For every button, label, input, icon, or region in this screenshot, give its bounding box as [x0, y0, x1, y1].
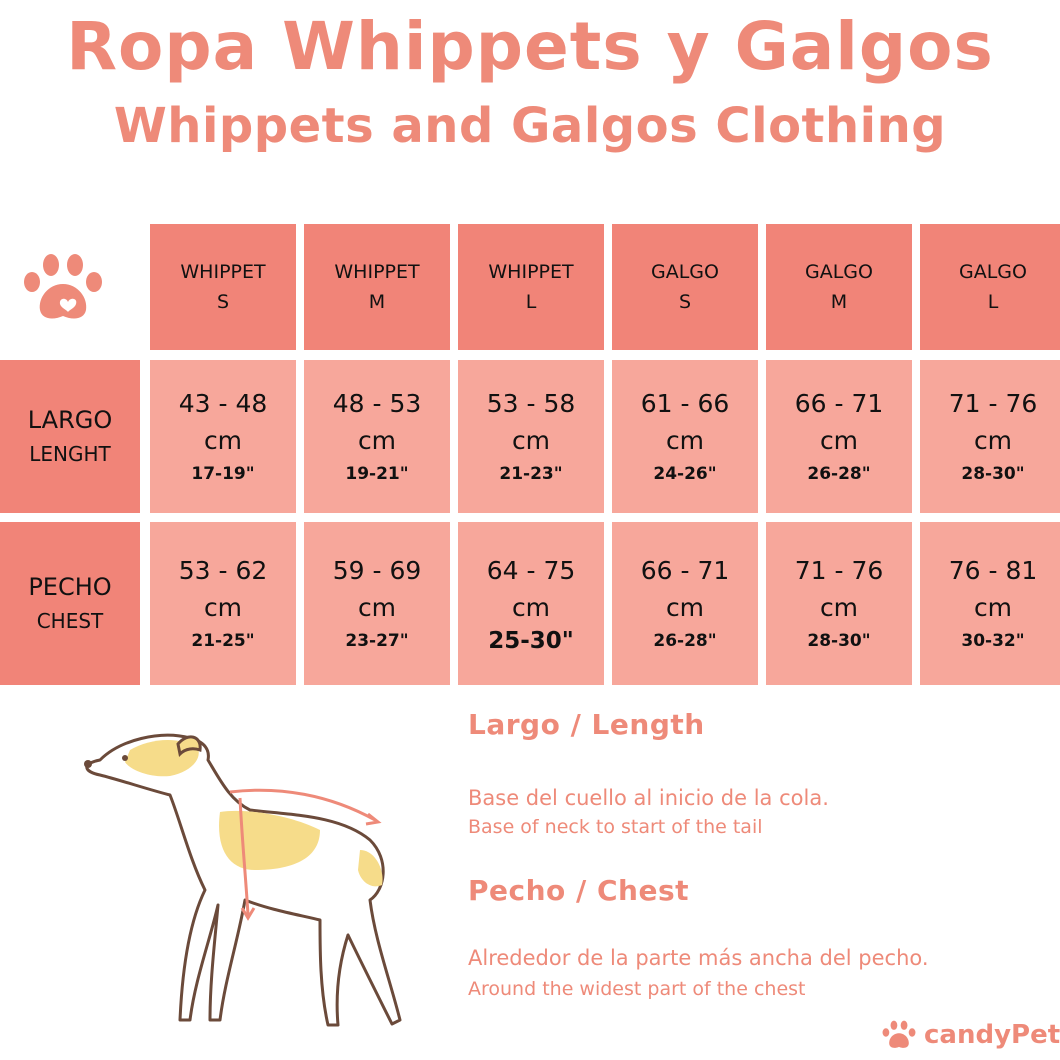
measurement-cell: 66 - 71 cm 26-28"	[766, 360, 912, 513]
size-header-cell: GALGO S	[612, 224, 758, 350]
measurement-cell: 53 - 58 cm 21-23"	[458, 360, 604, 513]
inch-range: 17-19"	[191, 463, 255, 484]
inch-range: 26-28"	[807, 463, 871, 484]
cm-unit: cm	[511, 425, 551, 455]
cm-range: 53 - 58	[486, 388, 576, 418]
measurement-cell: 61 - 66 cm 24-26"	[612, 360, 758, 513]
breed-label: GALGO	[805, 261, 873, 283]
size-label: M	[368, 291, 386, 313]
inch-range: 24-26"	[653, 463, 717, 484]
size-header-cell: GALGO L	[920, 224, 1060, 350]
row-label: PECHO CHEST	[0, 522, 140, 685]
inch-range: 26-28"	[653, 630, 717, 651]
inch-range: 23-27"	[345, 630, 409, 651]
cm-range: 66 - 71	[794, 388, 884, 418]
cm-range: 66 - 71	[640, 555, 730, 585]
cm-range: 53 - 62	[178, 555, 268, 585]
size-header-cell: GALGO M	[766, 224, 912, 350]
cm-range: 76 - 81	[948, 555, 1038, 585]
measurement-cell: 76 - 81 cm 30-32"	[920, 522, 1060, 685]
cm-unit: cm	[665, 425, 705, 455]
measurement-cell: 59 - 69 cm 23-27"	[304, 522, 450, 685]
inch-range: 30-32"	[961, 630, 1025, 651]
measurement-cell: 71 - 76 cm 28-30"	[920, 360, 1060, 513]
breed-label: GALGO	[651, 261, 719, 283]
cm-range: 59 - 69	[332, 555, 422, 585]
cm-range: 64 - 75	[486, 555, 576, 585]
cm-unit: cm	[973, 592, 1013, 622]
inch-range: 21-25"	[191, 630, 255, 651]
size-header-cell: WHIPPET S	[150, 224, 296, 350]
cm-range: 43 - 48	[178, 388, 268, 418]
cm-range: 71 - 76	[948, 388, 1038, 418]
measurement-cell: 66 - 71 cm 26-28"	[612, 522, 758, 685]
cm-range: 71 - 76	[794, 555, 884, 585]
breed-label: GALGO	[959, 261, 1027, 283]
breed-label: WHIPPET	[488, 261, 574, 283]
cm-range: 48 - 53	[332, 388, 422, 418]
row-label-en: LENGHT	[29, 441, 111, 466]
title-spanish: Ropa Whippets y Galgos	[66, 8, 994, 85]
cm-unit: cm	[357, 425, 397, 455]
inch-range: 28-30"	[807, 630, 871, 651]
breed-label: WHIPPET	[180, 261, 266, 283]
cm-unit: cm	[819, 592, 859, 622]
chest-desc-es: Alrededor de la parte más ancha del pech…	[468, 946, 929, 970]
breed-label: WHIPPET	[334, 261, 420, 283]
measurement-cell: 71 - 76 cm 28-30"	[766, 522, 912, 685]
row-label-en: CHEST	[36, 608, 104, 633]
brand-name: candyPet	[924, 1020, 1060, 1050]
size-label: S	[216, 291, 230, 313]
paw-icon	[24, 254, 102, 319]
title-english: Whippets and Galgos Clothing	[113, 98, 947, 154]
size-label: L	[987, 291, 999, 313]
inch-range: 25-30"	[488, 627, 574, 654]
cm-unit: cm	[357, 592, 397, 622]
dog-illustration	[84, 733, 402, 1027]
size-label: M	[830, 291, 848, 313]
inch-range: 19-21"	[345, 463, 409, 484]
length-desc-en: Base of neck to start of the tail	[468, 816, 763, 838]
cm-unit: cm	[665, 592, 705, 622]
cm-unit: cm	[819, 425, 859, 455]
measurement-cell: 64 - 75 cm 25-30"	[458, 522, 604, 685]
measurement-cell: 48 - 53 cm 19-21"	[304, 360, 450, 513]
row-label-es: PECHO	[28, 572, 112, 601]
brand-logo: candyPet	[880, 1018, 1060, 1052]
size-label: S	[678, 291, 692, 313]
size-header-cell: WHIPPET L	[458, 224, 604, 350]
length-title: Largo / Length	[468, 708, 705, 741]
cm-range: 61 - 66	[640, 388, 730, 418]
cm-unit: cm	[511, 592, 551, 622]
measurement-cell: 43 - 48 cm 17-19"	[150, 360, 296, 513]
brand-paw-icon	[882, 1020, 916, 1048]
size-label: L	[525, 291, 537, 313]
chest-desc-en: Around the widest part of the chest	[468, 978, 806, 1000]
row-label-es: LARGO	[27, 405, 113, 434]
chest-title: Pecho / Chest	[468, 874, 690, 907]
cm-unit: cm	[203, 425, 243, 455]
inch-range: 28-30"	[961, 463, 1025, 484]
length-desc-es: Base del cuello al inicio de la cola.	[468, 786, 829, 810]
measurement-cell: 53 - 62 cm 21-25"	[150, 522, 296, 685]
row-label: LARGO LENGHT	[0, 360, 140, 513]
inch-range: 21-23"	[499, 463, 563, 484]
cm-unit: cm	[203, 592, 243, 622]
size-header-cell: WHIPPET M	[304, 224, 450, 350]
cm-unit: cm	[973, 425, 1013, 455]
